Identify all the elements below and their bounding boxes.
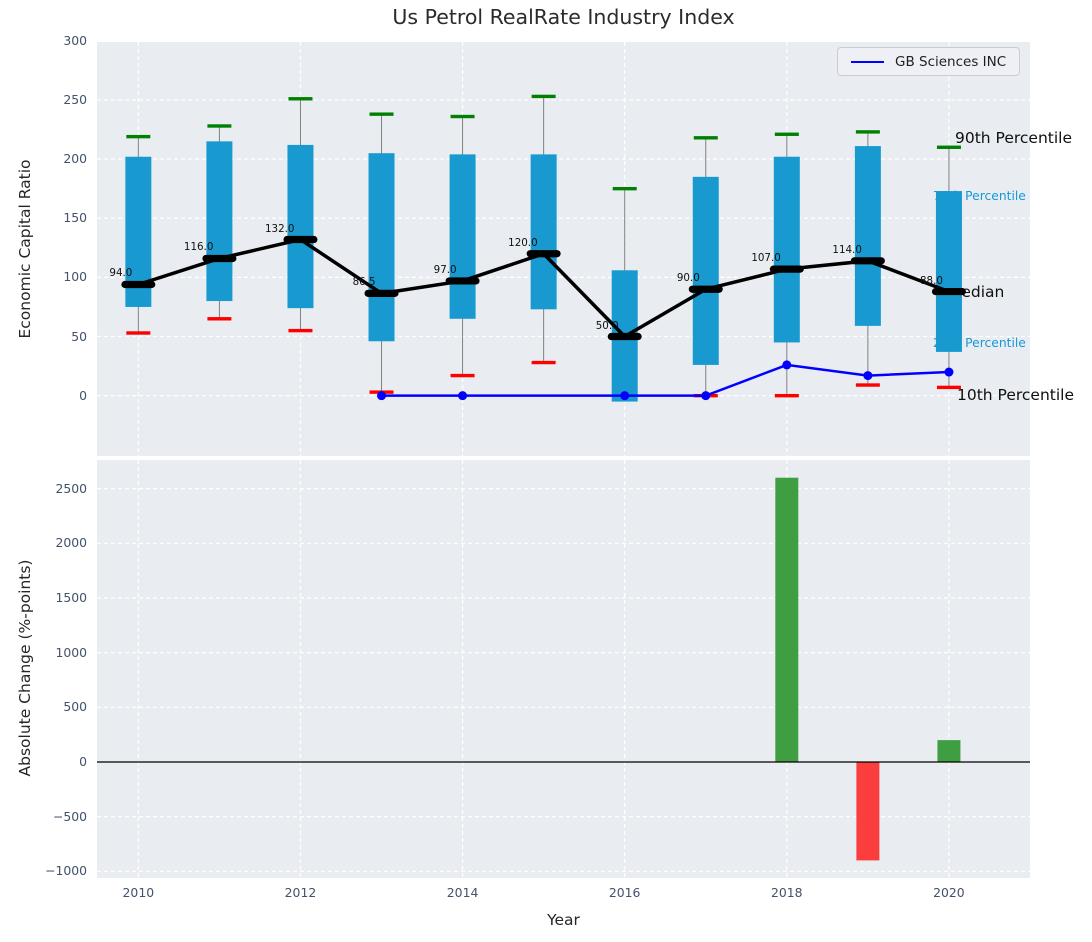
y-tick-label: 100 bbox=[63, 269, 87, 285]
median-value-label: 97.0 bbox=[433, 263, 457, 276]
median-marker bbox=[202, 254, 237, 263]
median-marker bbox=[931, 287, 966, 296]
bottom-y-axis-label: Absolute Change (%-points) bbox=[16, 559, 34, 777]
company-marker bbox=[701, 391, 711, 401]
median-value-label: 90.0 bbox=[676, 272, 700, 285]
p90-cap bbox=[612, 186, 637, 191]
p90-cap bbox=[450, 114, 475, 119]
percentile-box bbox=[287, 144, 314, 309]
p10-cap bbox=[531, 360, 556, 365]
change-bar bbox=[856, 761, 880, 861]
median-marker bbox=[526, 250, 561, 258]
median-marker bbox=[364, 289, 399, 297]
legend: GB Sciences INC bbox=[837, 47, 1021, 76]
x-tick-label: 2016 bbox=[608, 885, 641, 900]
percentile-box bbox=[206, 141, 233, 302]
p90-cap bbox=[531, 94, 556, 99]
annotation-median: Median bbox=[948, 283, 1005, 301]
median-marker bbox=[769, 265, 804, 273]
company-marker bbox=[944, 367, 954, 377]
y-tick-label: 0 bbox=[79, 753, 87, 769]
company-marker bbox=[863, 371, 873, 381]
y-tick-label: 0 bbox=[79, 387, 87, 403]
percentile-box bbox=[935, 191, 962, 352]
p90-cap bbox=[369, 112, 394, 116]
percentile-box bbox=[854, 146, 881, 326]
x-tick-label: 2014 bbox=[446, 885, 479, 900]
y-tick-label: −1000 bbox=[45, 863, 87, 879]
company-marker bbox=[782, 360, 792, 370]
p90-cap bbox=[936, 145, 961, 149]
x-tick-label: 2020 bbox=[933, 885, 965, 900]
p90-cap bbox=[774, 132, 799, 136]
p10-cap bbox=[936, 385, 961, 390]
change-bar bbox=[937, 740, 961, 762]
x-tick-label: 2012 bbox=[284, 885, 317, 900]
median-value-label: 116.0 bbox=[183, 241, 214, 254]
y-tick-label: 2000 bbox=[55, 535, 87, 551]
annotation-10th-percentile: 10th Percentile bbox=[957, 386, 1075, 404]
top-panel: 90th Percentile 75th Percentile Median 25th… bbox=[97, 42, 1074, 456]
p90-cap bbox=[855, 130, 880, 134]
median-marker bbox=[850, 257, 885, 265]
x-axis-label: Year bbox=[547, 911, 580, 929]
y-tick-label: 2500 bbox=[55, 480, 87, 496]
p10-cap bbox=[207, 317, 232, 321]
legend-label: GB Sciences INC bbox=[895, 53, 1007, 70]
chart-title: Us Petrol RealRate Industry Index bbox=[392, 5, 735, 29]
y-tick-label: 1000 bbox=[55, 644, 87, 660]
bottom-marks bbox=[97, 477, 1030, 861]
legend-line-swatch bbox=[851, 60, 884, 63]
median-value-label: 107.0 bbox=[751, 252, 781, 265]
median-marker bbox=[283, 235, 318, 244]
bottom-panel bbox=[97, 460, 1030, 878]
median-marker bbox=[607, 332, 642, 341]
top-marks bbox=[121, 94, 966, 402]
median-value-label: 132.0 bbox=[264, 222, 295, 235]
p10-cap bbox=[288, 328, 313, 333]
percentile-box bbox=[368, 153, 395, 342]
p90-cap bbox=[126, 134, 151, 139]
median-marker bbox=[688, 285, 723, 293]
median-value-label: 88.0 bbox=[920, 274, 943, 287]
p90-cap bbox=[288, 97, 313, 101]
median-value-label: 50.0 bbox=[595, 319, 619, 332]
y-tick-label: 150 bbox=[63, 210, 87, 226]
company-marker bbox=[458, 391, 468, 401]
x-tick-label: 2010 bbox=[122, 885, 155, 900]
percentile-box bbox=[692, 176, 719, 365]
median-value-label: 114.0 bbox=[832, 243, 862, 256]
y-tick-label: 50 bbox=[71, 328, 87, 344]
y-tick-label: 200 bbox=[63, 151, 87, 167]
y-tick-label: 500 bbox=[63, 699, 87, 715]
p10-cap bbox=[126, 331, 151, 335]
median-value-label: 120.0 bbox=[508, 236, 538, 249]
median-marker bbox=[121, 280, 156, 289]
p10-cap bbox=[855, 383, 880, 387]
y-tick-label: 250 bbox=[63, 91, 87, 107]
y-tick-label: −500 bbox=[52, 808, 87, 824]
change-bar bbox=[775, 477, 799, 762]
top-y-axis-label: Economic Capital Ratio bbox=[16, 159, 34, 339]
p10-cap bbox=[450, 373, 475, 378]
company-marker bbox=[377, 391, 387, 401]
median-marker bbox=[445, 277, 480, 285]
y-tick-label: 1500 bbox=[55, 589, 87, 605]
x-tick-label: 2018 bbox=[771, 885, 803, 900]
percentile-box bbox=[773, 156, 800, 343]
percentile-box bbox=[530, 154, 557, 310]
company-line bbox=[381, 363, 949, 397]
median-value-label: 86.5 bbox=[352, 276, 376, 289]
p90-cap bbox=[693, 136, 718, 140]
p90-cap bbox=[207, 124, 232, 128]
p10-cap bbox=[774, 393, 799, 398]
y-tick-label: 300 bbox=[63, 32, 87, 48]
median-value-label: 94.0 bbox=[109, 267, 133, 280]
percentile-box bbox=[449, 154, 476, 319]
annotation-90th-percentile: 90th Percentile bbox=[955, 129, 1073, 147]
company-marker bbox=[620, 391, 630, 401]
